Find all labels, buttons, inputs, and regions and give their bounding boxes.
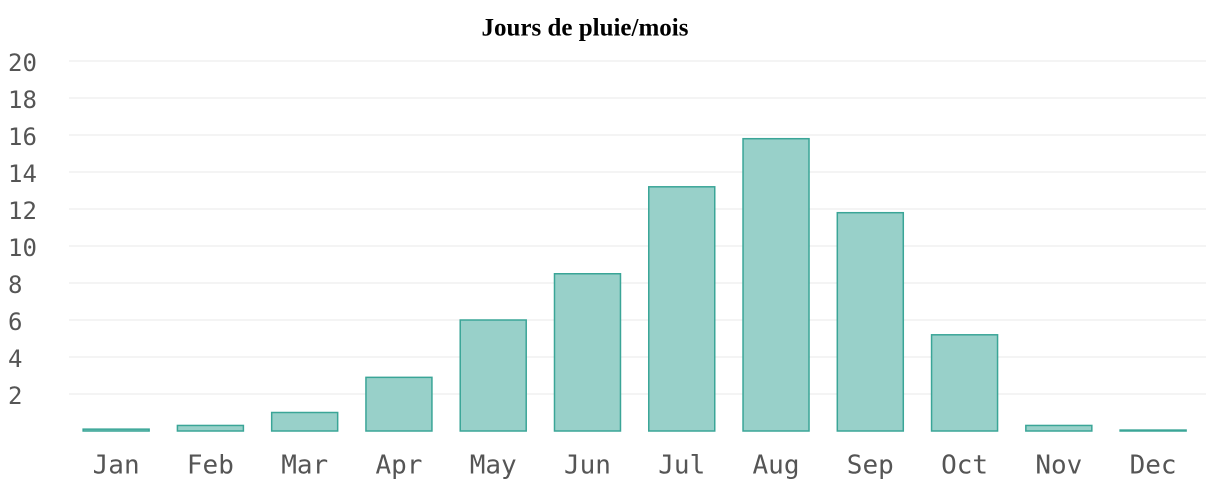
y-tick-label: 18 bbox=[8, 86, 37, 114]
x-tick-label: Oct bbox=[941, 451, 988, 480]
bar bbox=[553, 273, 622, 432]
bar bbox=[930, 334, 999, 432]
x-tick-label: Jan bbox=[93, 451, 140, 480]
x-tick-label: Apr bbox=[375, 451, 422, 480]
bar bbox=[1119, 429, 1187, 432]
x-tick-label: Mar bbox=[281, 451, 328, 480]
bar bbox=[836, 211, 905, 432]
x-tick-label: Jul bbox=[658, 451, 705, 480]
y-tick-label: 2 bbox=[8, 382, 22, 410]
y-tick-label: 16 bbox=[8, 123, 37, 151]
bar bbox=[648, 186, 716, 432]
bar bbox=[176, 424, 245, 432]
y-tick-label: 10 bbox=[8, 234, 37, 262]
x-tick-label: Feb bbox=[187, 451, 234, 480]
y-tick-label: 12 bbox=[8, 197, 37, 225]
x-tick-label: Sep bbox=[847, 451, 894, 480]
x-tick-label: Aug bbox=[753, 451, 800, 480]
bar bbox=[1025, 424, 1093, 432]
x-tick-label: Nov bbox=[1035, 451, 1082, 480]
chart-title: Jours de pluie/mois bbox=[482, 15, 689, 42]
y-tick-label: 4 bbox=[8, 345, 22, 373]
y-tick-label: 6 bbox=[8, 308, 22, 336]
x-tick-label: Dec bbox=[1130, 451, 1177, 480]
bar bbox=[270, 411, 339, 432]
bar bbox=[82, 428, 150, 432]
x-tick-label: Jun bbox=[564, 451, 611, 480]
bar bbox=[365, 376, 433, 432]
x-tick-label: May bbox=[470, 451, 517, 480]
y-tick-label: 20 bbox=[8, 49, 37, 77]
bar bbox=[459, 319, 527, 432]
y-tick-label: 8 bbox=[8, 271, 22, 299]
bar bbox=[742, 137, 810, 432]
y-tick-label: 14 bbox=[8, 160, 37, 188]
